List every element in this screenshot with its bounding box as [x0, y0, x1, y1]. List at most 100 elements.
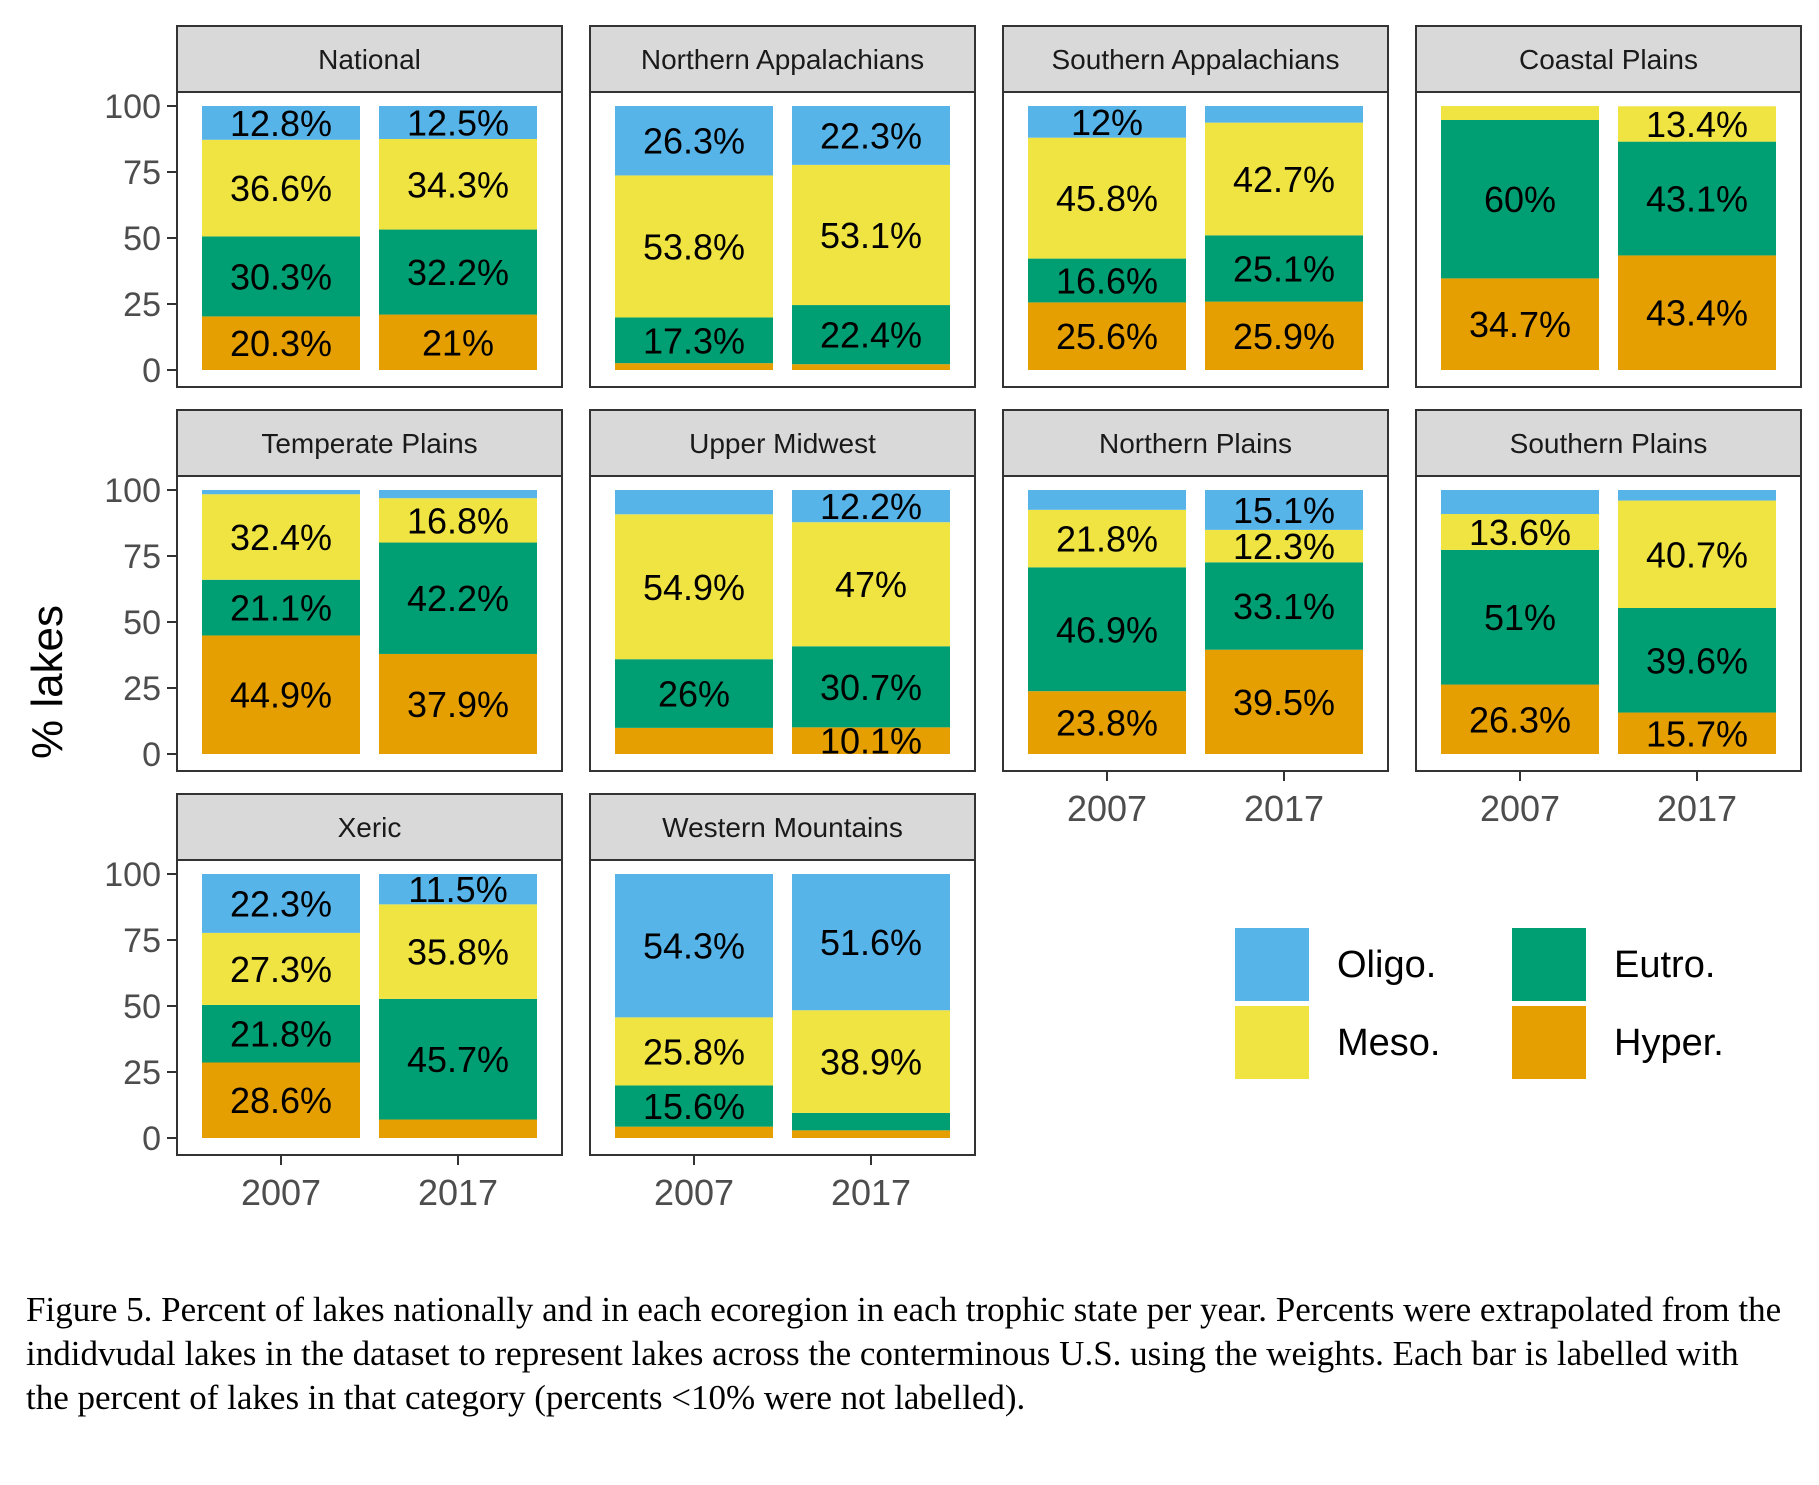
bar-segment-hyper	[792, 1130, 950, 1138]
y-tick-label: 0	[142, 352, 161, 390]
data-label: 15.6%	[643, 1086, 745, 1127]
bar-segment-meso	[1618, 106, 1776, 142]
bar-segment-eutro	[1441, 549, 1599, 685]
bar-segment-hyper	[379, 1119, 537, 1138]
panel-border	[589, 475, 976, 772]
legend-key-meso	[1235, 1006, 1309, 1079]
y-tick-label: 100	[104, 856, 161, 894]
panel-border	[1415, 91, 1802, 388]
x-tick-label: 2017	[1657, 788, 1737, 829]
facet-title: Southern Plains	[1510, 428, 1708, 459]
data-label: 26%	[658, 674, 730, 715]
bar-segment-oligo	[792, 874, 950, 1011]
facet-panel: Coastal Plains 34.7% 60% 43.4% 43.1% 13.4%	[1415, 25, 1802, 388]
data-label: 10.1%	[820, 721, 922, 762]
data-label: 25.8%	[643, 1031, 745, 1072]
bar-segment-oligo	[202, 874, 360, 933]
bar-segment-meso	[1028, 509, 1186, 568]
x-tick-label: 2007	[1480, 788, 1560, 829]
data-label: 45.7%	[407, 1039, 509, 1080]
bar-segment-meso	[379, 139, 537, 230]
bar-segment-eutro	[1441, 119, 1599, 279]
bar-segment-meso	[1205, 122, 1363, 236]
facet-strip	[176, 25, 563, 93]
data-label: 12.8%	[230, 103, 332, 144]
data-label: 51%	[1484, 597, 1556, 638]
data-label: 20.3%	[230, 323, 332, 364]
data-label: 12.2%	[820, 486, 922, 527]
bar-segment-hyper	[1205, 301, 1363, 370]
bar-segment-hyper	[1028, 302, 1186, 370]
bar-segment-meso	[792, 522, 950, 647]
data-label: 21.1%	[230, 588, 332, 629]
bar-segment-oligo	[615, 490, 773, 515]
facet-strip	[176, 409, 563, 477]
bar-segment-meso	[792, 164, 950, 306]
bar-segment-meso	[1441, 106, 1599, 120]
data-label: 23.8%	[1056, 703, 1158, 744]
legend-label: Meso.	[1337, 1022, 1440, 1064]
facet-strip	[1002, 25, 1389, 93]
data-label: 25.6%	[1056, 316, 1158, 357]
data-label: 40.7%	[1646, 534, 1748, 575]
data-label: 12.3%	[1233, 526, 1335, 567]
y-tick-label: 100	[104, 472, 161, 510]
bar-segment-eutro	[379, 229, 537, 315]
bar-segment-oligo	[1205, 490, 1363, 530]
panel-border	[1002, 475, 1389, 772]
y-tick-label: 25	[123, 286, 161, 324]
data-label: 51.6%	[820, 922, 922, 963]
data-label: 32.2%	[407, 252, 509, 293]
bar-segment-meso	[202, 494, 360, 580]
facet-panel: National 20.3% 30.3% 36.6% 12.8% 21% 32.2% 34.3…	[104, 25, 563, 390]
bar-segment-meso	[379, 498, 537, 543]
y-tick-label: 75	[123, 922, 161, 960]
data-label: 16.6%	[1056, 261, 1158, 302]
data-label: 39.5%	[1233, 682, 1335, 723]
panel-border	[176, 91, 563, 388]
facet-title: Coastal Plains	[1519, 44, 1698, 75]
bar-segment-oligo	[615, 874, 773, 1018]
facet-strip	[176, 793, 563, 861]
facet-panel: Southern Plains 26.3% 51% 13.6% 15.7% 39.6% 40…	[1415, 409, 1802, 829]
bar-segment-hyper	[792, 727, 950, 754]
data-label: 11.5%	[408, 869, 507, 910]
facet-title: Upper Midwest	[689, 428, 876, 459]
bar-segment-hyper	[1618, 255, 1776, 370]
data-label: 47%	[835, 564, 907, 605]
data-label: 53.8%	[643, 226, 745, 267]
bar-segment-eutro	[379, 542, 537, 654]
y-tick-label: 25	[123, 1054, 161, 1092]
bar-segment-meso	[1205, 529, 1363, 563]
bar-segment-hyper	[202, 1062, 360, 1138]
bar-segment-oligo	[379, 106, 537, 139]
legend-key-hyper	[1512, 1006, 1586, 1079]
legend: Oligo. Eutro. Meso. Hyper.	[1235, 928, 1724, 1079]
x-tick-label: 2017	[418, 1172, 498, 1213]
facet-title: Temperate Plains	[261, 428, 477, 459]
x-tick-label: 2017	[831, 1172, 911, 1213]
facet-title: Northern Appalachians	[641, 44, 924, 75]
y-tick-label: 50	[123, 220, 161, 258]
bar-segment-hyper	[615, 363, 773, 370]
x-tick-label: 2007	[241, 1172, 321, 1213]
y-tick-label: 0	[142, 736, 161, 774]
facet-strip	[1415, 25, 1802, 93]
data-label: 15.7%	[1646, 713, 1748, 754]
data-label: 12.5%	[407, 103, 509, 144]
facet-title: Southern Appalachians	[1052, 44, 1340, 75]
data-label: 26.3%	[1469, 699, 1571, 740]
bar-segment-eutro	[1205, 235, 1363, 302]
data-label: 42.7%	[1233, 159, 1335, 200]
data-label: 25.9%	[1233, 316, 1335, 357]
facet-strip	[589, 793, 976, 861]
bar-segment-meso	[615, 175, 773, 318]
legend-key-oligo	[1235, 928, 1309, 1001]
data-label: 22.3%	[820, 115, 922, 156]
bar-segment-eutro	[379, 998, 537, 1120]
data-label: 12%	[1071, 102, 1143, 143]
y-tick-label: 0	[142, 1120, 161, 1158]
bar-segment-hyper	[379, 314, 537, 370]
bar-segment-eutro	[202, 579, 360, 636]
y-tick-label: 50	[123, 988, 161, 1026]
